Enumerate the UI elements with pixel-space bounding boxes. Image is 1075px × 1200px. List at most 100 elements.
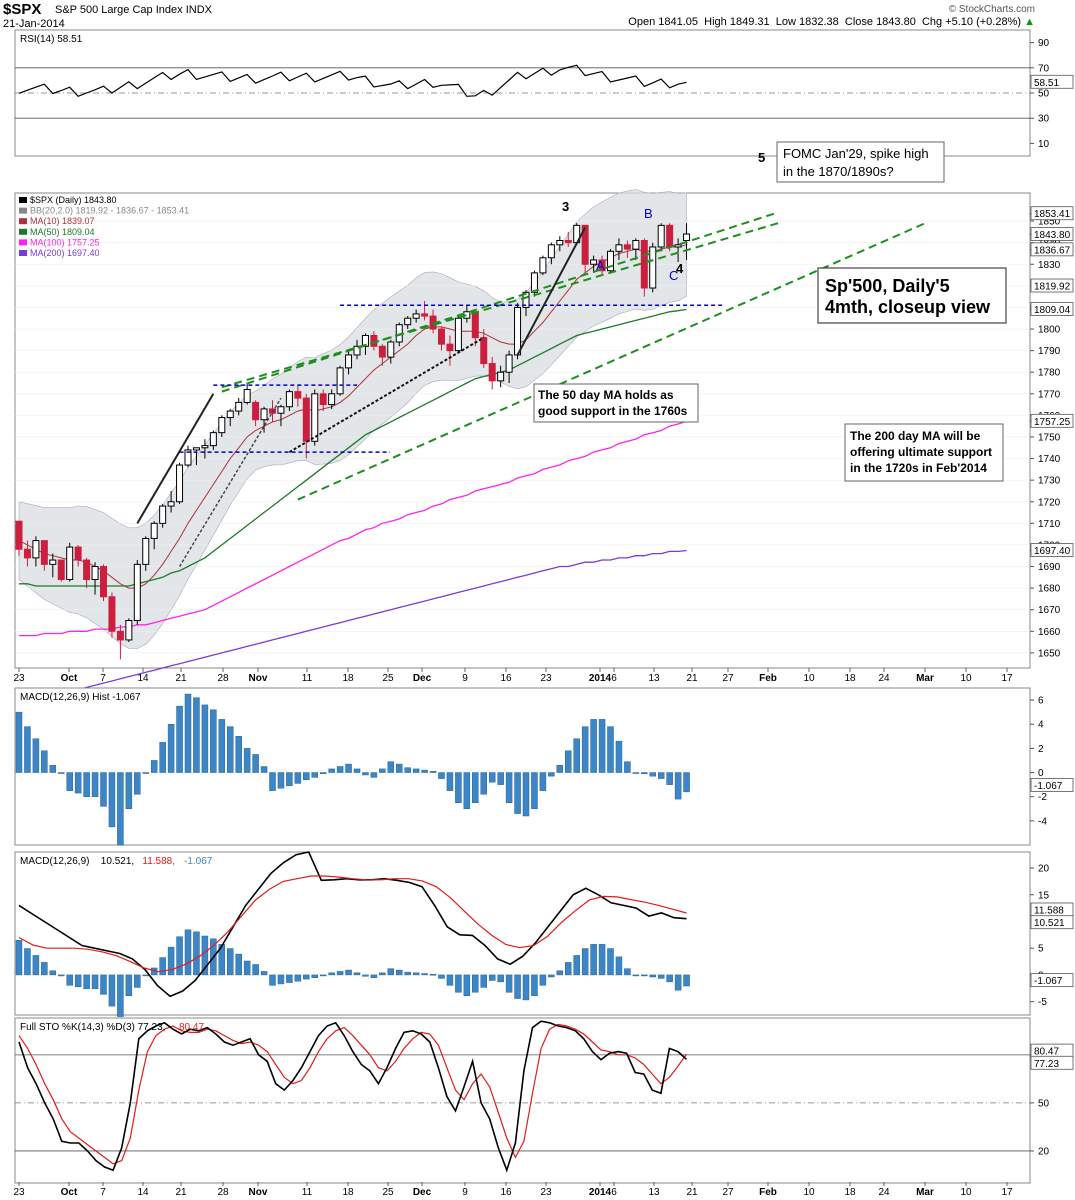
macd-hist-bar [66,772,73,791]
macd-hist-bar [404,767,411,773]
macd-tag: 11.588 [1034,905,1064,916]
rsi-line [18,64,687,98]
macd-hist-bar [83,772,90,797]
price-tag: 1757.25 [1034,417,1071,428]
macd-hist-axis-tick-label: 0 [1038,768,1044,779]
sto-tag-box [1030,1055,1074,1070]
sto-axis-tick-label: 50 [1038,1098,1050,1109]
macd-hist-bar [227,726,234,773]
candle-body [488,363,496,382]
candle-body [74,546,82,561]
macd-tag-box [1030,973,1074,988]
sto-axis-x-xtick-label: 27 [722,1187,734,1198]
macd-hist-bar [446,772,454,791]
macd-hist-bar [497,772,504,785]
price-legend-item: MA(100) 1757.25 [30,237,100,247]
macd-hist-bar [49,765,57,773]
price-axis-x-xtick-label: 23 [540,673,552,684]
price-axis-x-xtick-label: 25 [382,673,394,684]
price-tag: 1819.92 [1034,282,1071,293]
macd-hist-bar [674,772,682,800]
candle-body [387,341,395,358]
price-axis-tick-label: 1770 [1038,389,1061,400]
price-axis-x-xtick-label: 16 [500,673,512,684]
price-tag-box [1030,302,1074,316]
price-axis-x-xtick-label: Oct [61,673,78,684]
candle-body [302,397,310,442]
macd-hist-bar [303,772,310,781]
wave-label-b: B [644,206,653,221]
macd-hist-bar [269,772,276,791]
macd-panel-hist-bar [379,972,386,976]
candle-body [235,401,243,412]
macd-panel-hist-bar [125,974,133,997]
macd-panel-hist-bar [336,971,344,976]
symbol-title: $SPX [3,1,42,18]
ma200-note-box [844,423,1004,482]
macd-panel-hist-bar [438,974,445,979]
macd-panel-hist-bar [556,970,564,976]
macd-hist-bar [150,760,158,773]
sto-axis-x-xtick-label: 18 [342,1187,354,1198]
sto-axis-x-xtick-label: Oct [61,1187,78,1198]
macd-panel-hist-bar [480,974,487,988]
symbol-name: S&P 500 Large Cap Index INDX [55,4,212,16]
candle-body [83,559,91,580]
upper-channel-line [221,222,779,389]
macd-panel-hist-bar [66,974,73,986]
price-legend-swatch [19,207,27,214]
rsi-axis-tick-label: 50 [1038,89,1050,100]
wave-label-4: 4 [676,261,684,276]
macd-panel-hist-bar [455,974,462,993]
fomc-note-box [776,141,945,183]
candle-body [294,391,302,399]
macd-signal-line [18,875,687,973]
price-tag-box [1030,227,1074,241]
macd-hist-bar [319,772,327,774]
macd-hist-bar [531,772,538,810]
candle-body [480,337,488,365]
fomc-note-line2: in the 1870/1890s? [783,164,894,179]
macd-panel-hist-bar [15,939,23,976]
wave-label-5: 5 [758,150,765,165]
price-legend-swatch [19,218,27,225]
macd-hist-bar [294,772,302,784]
macd-hist-bar [277,772,285,789]
macd-hist-bar [480,772,487,795]
price-tag: 1843.80 [1034,230,1071,241]
sto-axis-x-xtick-label: 17 [1001,1187,1013,1198]
macd-tag-box [1030,915,1074,930]
macd-panel-hist-bar [294,974,302,982]
sto-axis-x-xtick-label: 21 [686,1187,698,1198]
macd-hist-bar [159,742,166,773]
upper-channel-ext [221,211,779,393]
sto-d-line [18,1023,687,1165]
trend-line-oct [136,393,215,524]
ma200-note-line1: The 200 day MA will be [850,429,981,443]
candle-body [505,354,513,373]
macd-panel-hist-bar [565,962,572,976]
price-axis-tick-label: 1710 [1038,519,1061,530]
macd-panel-hist-bar [32,955,40,976]
macd-panel-hist-bar [108,974,116,1007]
sto-axis-x-xtick-label: 18 [844,1187,856,1198]
sto-legend-d: 80.47 [179,1022,204,1033]
macd-hist-bar [624,761,631,773]
macd-hist-axis-tick-label: -2 [1038,792,1047,803]
candle-body [564,240,572,244]
price-tag: 1809.04 [1034,305,1071,316]
sto-axis-tick-label: 20 [1038,1146,1050,1157]
price-axis-x-xtick-label: Mar [916,673,934,684]
price-tag: 1836.67 [1034,245,1071,256]
candle-body [683,233,691,241]
price-axis-x-xtick-label: 10 [960,673,972,684]
price-axis-tick-label: 1720 [1038,497,1061,508]
candle-body [666,224,674,248]
macd-hist-bar [91,772,99,797]
macd-panel-hist-bar [345,969,352,976]
macd-panel-hist-bar [463,974,471,997]
macd-hist-bar [649,772,656,777]
rsi-axis-tick-label: 70 [1038,63,1050,74]
candle-body [311,393,319,442]
candle-body [15,520,23,550]
